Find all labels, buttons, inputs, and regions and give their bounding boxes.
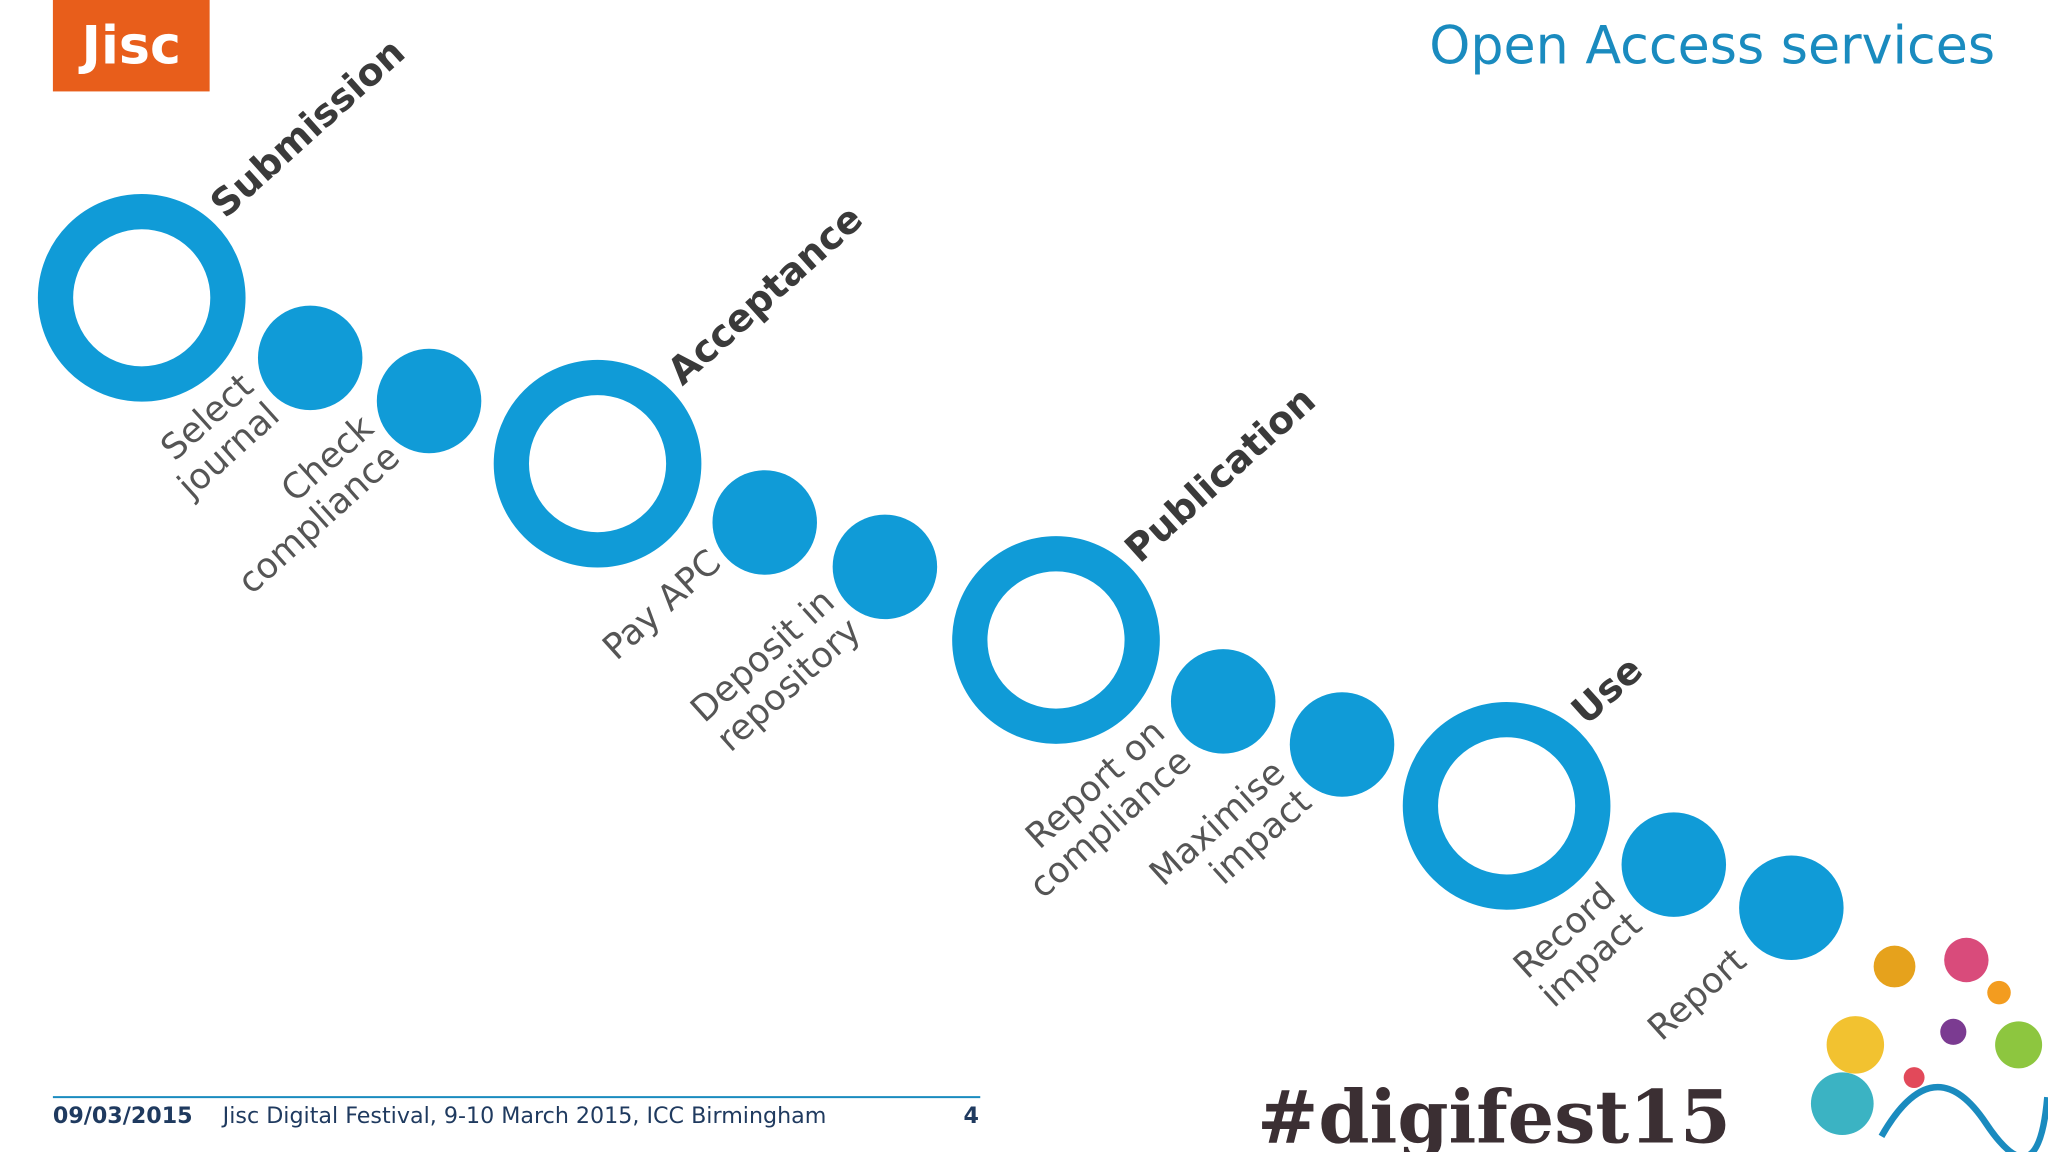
stage-ring (1402, 702, 1611, 910)
step-dot (376, 348, 482, 454)
step-line: Report (1640, 940, 1754, 1049)
decoration (1810, 937, 2048, 1152)
flow: SubmissionSelectjournalCheckcomplianceAc… (37, 30, 1844, 1049)
stage-ring (952, 536, 1160, 744)
footer-event: Jisc Digital Festival, 9-10 March 2015, … (221, 1103, 827, 1129)
logo: Jisc (79, 17, 181, 77)
page-number: 4 (963, 1103, 978, 1129)
step-label: Report (1640, 940, 1754, 1049)
stage-label: Use (1563, 647, 1651, 733)
brand: #digifest15 (1257, 1074, 1731, 1152)
step-dot (832, 514, 938, 620)
step-label: Deposit inrepository (683, 581, 869, 760)
footer-date: 09/03/2015 (53, 1103, 193, 1129)
step-dot (1170, 649, 1276, 754)
step-dot (257, 305, 363, 411)
step-dot (1621, 812, 1727, 917)
stage-label: Submission (202, 30, 413, 226)
step-dot (1739, 855, 1844, 960)
stage-label: Publication (1116, 378, 1324, 571)
step-dot (712, 470, 817, 575)
stage-ring (493, 359, 702, 568)
stage-label: Acceptance (659, 196, 871, 393)
title: Open Access services (1429, 17, 1995, 77)
stage-ring (37, 193, 246, 402)
logo-box (52, 0, 210, 92)
step-dot (1289, 692, 1395, 797)
